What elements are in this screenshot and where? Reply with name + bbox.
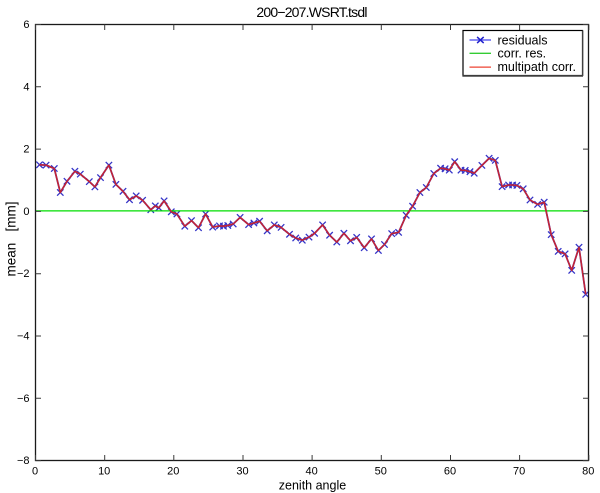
svg-text:−6: −6 xyxy=(17,393,30,405)
svg-text:corr. res.: corr. res. xyxy=(498,47,547,61)
svg-text:60: 60 xyxy=(444,466,456,478)
svg-text:−4: −4 xyxy=(17,331,30,343)
svg-text:200−207.WSRT.tsdl: 200−207.WSRT.tsdl xyxy=(256,4,367,20)
svg-text:4: 4 xyxy=(23,81,29,93)
svg-text:6: 6 xyxy=(23,19,29,31)
svg-text:−2: −2 xyxy=(17,268,30,280)
svg-text:0: 0 xyxy=(23,206,29,218)
svg-text:70: 70 xyxy=(513,466,525,478)
svg-text:20: 20 xyxy=(167,466,179,478)
svg-text:80: 80 xyxy=(582,466,594,478)
svg-text:−8: −8 xyxy=(17,455,30,467)
svg-text:mean [mm]: mean [mm] xyxy=(4,201,19,276)
svg-text:10: 10 xyxy=(98,466,110,478)
svg-text:50: 50 xyxy=(375,466,387,478)
svg-text:0: 0 xyxy=(32,466,38,478)
svg-text:40: 40 xyxy=(305,466,317,478)
svg-text:multipath corr.: multipath corr. xyxy=(498,60,577,74)
svg-text:zenith angle: zenith angle xyxy=(279,479,346,493)
svg-text:residuals: residuals xyxy=(498,33,548,47)
svg-text:2: 2 xyxy=(23,144,29,156)
svg-text:30: 30 xyxy=(236,466,248,478)
